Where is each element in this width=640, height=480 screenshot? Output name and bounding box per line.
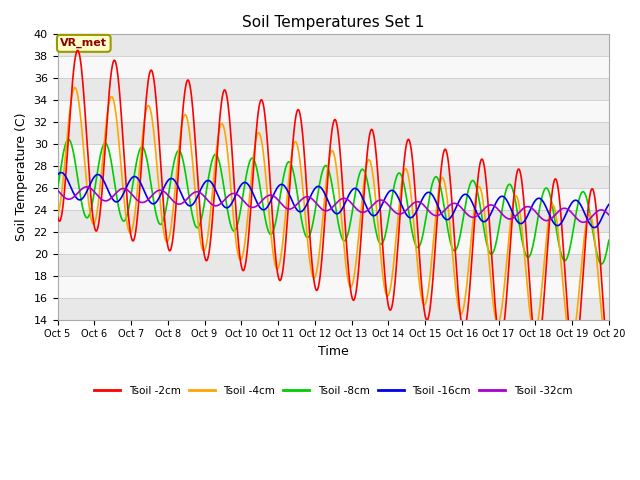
Legend: Tsoil -2cm, Tsoil -4cm, Tsoil -8cm, Tsoil -16cm, Tsoil -32cm: Tsoil -2cm, Tsoil -4cm, Tsoil -8cm, Tsoi… [90,382,576,400]
Bar [58,100,609,122]
Bar [58,276,609,298]
Bar [58,78,609,100]
Bar [58,253,609,276]
Bar [58,232,609,253]
Text: VR_met: VR_met [60,38,108,48]
Bar [58,166,609,188]
Bar [58,298,609,320]
Bar [58,188,609,210]
X-axis label: Time: Time [318,345,349,358]
Title: Soil Temperatures Set 1: Soil Temperatures Set 1 [242,15,424,30]
Bar [58,34,609,56]
Bar [58,210,609,232]
Bar [58,144,609,166]
Bar [58,122,609,144]
Bar [58,56,609,78]
Y-axis label: Soil Temperature (C): Soil Temperature (C) [15,112,28,241]
